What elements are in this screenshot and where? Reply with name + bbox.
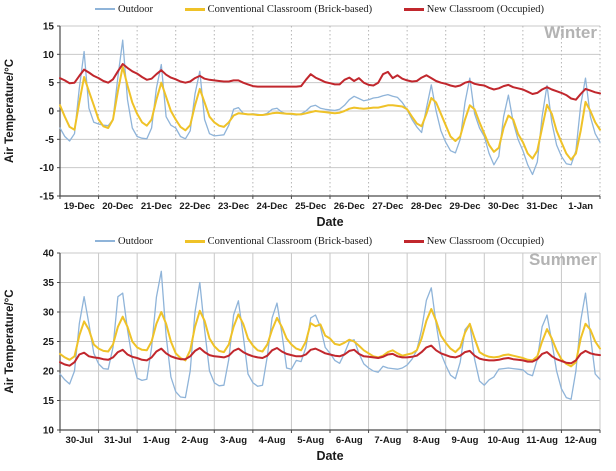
x-tick-label: 24-Dec	[257, 201, 288, 212]
series-line-conventional-classroom-brick-based	[59, 308, 601, 368]
winter-watermark-label: Winter	[544, 23, 597, 42]
new-classroom-line-swatch-icon	[403, 7, 424, 11]
outdoor-line-swatch-icon	[95, 240, 115, 242]
summer-chart-svg: 40 35 30 25 20 15 10 30-Jul 31-Jul 1-Aug 2-Aug 3-Au…	[4, 249, 601, 463]
summer-plot-area: 40 35 30 25 20 15 10 30-Jul 31-Jul 1-Aug 2-Aug 3-Au…	[0, 248, 616, 471]
x-tick-label: 20-Dec	[102, 201, 133, 212]
legend-label-new-classroom: New Classroom (Occupied)	[426, 235, 544, 247]
x-tick-label: 31-Dec	[527, 201, 558, 212]
legend-item-outdoor: Outdoor	[95, 4, 153, 15]
x-tick-label: 4-Aug	[259, 435, 286, 446]
legend-item-conventional: Conventional Classroom (Brick-based)	[184, 3, 373, 15]
new-classroom-line-swatch-icon	[403, 239, 424, 243]
legend-item-conventional: Conventional Classroom (Brick-based)	[184, 235, 373, 247]
x-tick-label: 12-Aug	[565, 435, 597, 446]
y-tick-label: 30	[43, 308, 55, 319]
legend-label-new-classroom: New Classroom (Occupied)	[426, 3, 544, 15]
x-axis-title: Date	[316, 215, 343, 229]
summer-watermark-label: Summer	[529, 250, 597, 269]
x-tick-label: 2-Aug	[182, 435, 209, 446]
x-tick-label: 30-Jul	[66, 435, 93, 446]
legend-item-new-classroom: New Classroom (Occupied)	[403, 235, 544, 247]
y-tick-label: 20	[43, 367, 55, 378]
x-tick-label: 26-Dec	[334, 201, 365, 212]
y-tick-label: 35	[43, 278, 55, 289]
y-axis-title: Air Temperature/°C	[4, 59, 16, 163]
legend-label-outdoor: Outdoor	[118, 235, 153, 247]
winter-legend: Outdoor Conventional Classroom (Brick-ba…	[0, 0, 616, 16]
x-tick-label: 22-Dec	[179, 201, 210, 212]
x-tick-label: 10-Aug	[487, 435, 519, 446]
y-tick-label: -10	[40, 163, 55, 174]
legend-label-conventional: Conventional Classroom (Brick-based)	[207, 235, 373, 247]
x-tick-label: 3-Aug	[220, 435, 247, 446]
x-tick-label: 30-Dec	[488, 201, 519, 212]
x-tick-label: 11-Aug	[526, 435, 558, 446]
x-tick-label: 8-Aug	[413, 435, 440, 446]
x-axis-title: Date	[316, 449, 343, 463]
y-tick-label: 10	[43, 50, 55, 61]
x-tick-label: 25-Dec	[295, 201, 326, 212]
x-tick-label: 7-Aug	[374, 435, 401, 446]
winter-chart-svg: 15 10 5 0 -5 -10 -15 19-Dec 20-Dec 21-Dec 22-Dec 23…	[4, 22, 601, 229]
legend-item-outdoor: Outdoor	[95, 236, 153, 247]
winter-chart-panel: Outdoor Conventional Classroom (Brick-ba…	[0, 0, 616, 232]
conventional-line-swatch-icon	[184, 7, 205, 11]
summer-chart-panel: Outdoor Conventional Classroom (Brick-ba…	[0, 232, 616, 471]
y-axis-title: Air Temperature/°C	[4, 289, 16, 393]
summer-legend: Outdoor Conventional Classroom (Brick-ba…	[0, 232, 616, 248]
x-tick-label: 28-Dec	[411, 201, 442, 212]
x-tick-label: 1-Jan	[568, 201, 593, 212]
y-tick-label: 5	[48, 78, 54, 89]
x-tick-label: 9-Aug	[452, 435, 479, 446]
x-tick-label: 29-Dec	[449, 201, 480, 212]
y-tick-label: 15	[43, 396, 55, 407]
y-tick-label: -5	[45, 135, 54, 146]
outdoor-line-swatch-icon	[95, 8, 115, 10]
winter-plot-area: 15 10 5 0 -5 -10 -15 19-Dec 20-Dec 21-Dec 22-Dec 23…	[0, 16, 616, 232]
series-line-outdoor	[59, 39, 601, 176]
x-tick-label: 21-Dec	[141, 201, 172, 212]
legend-item-new-classroom: New Classroom (Occupied)	[403, 3, 544, 15]
y-tick-label: 40	[43, 249, 55, 260]
x-tick-label: 23-Dec	[218, 201, 249, 212]
x-tick-label: 1-Aug	[143, 435, 170, 446]
y-tick-label: 10	[43, 426, 55, 437]
x-tick-label: 31-Jul	[104, 435, 131, 446]
series-line-new-classroom-occupied	[59, 344, 601, 367]
y-tick-label: 15	[43, 22, 55, 33]
x-tick-label: 5-Aug	[297, 435, 324, 446]
x-tick-label: 6-Aug	[336, 435, 363, 446]
x-tick-label: 27-Dec	[372, 201, 403, 212]
series-line-conventional-classroom-brick-based	[59, 65, 601, 161]
legend-label-conventional: Conventional Classroom (Brick-based)	[207, 3, 373, 15]
conventional-line-swatch-icon	[184, 239, 205, 243]
y-tick-label: 25	[43, 337, 55, 348]
series-line-new-classroom-occupied	[59, 63, 601, 101]
y-tick-label: -15	[40, 192, 55, 203]
legend-label-outdoor: Outdoor	[118, 3, 153, 15]
y-tick-label: 0	[48, 107, 54, 118]
x-tick-label: 19-Dec	[64, 201, 95, 212]
